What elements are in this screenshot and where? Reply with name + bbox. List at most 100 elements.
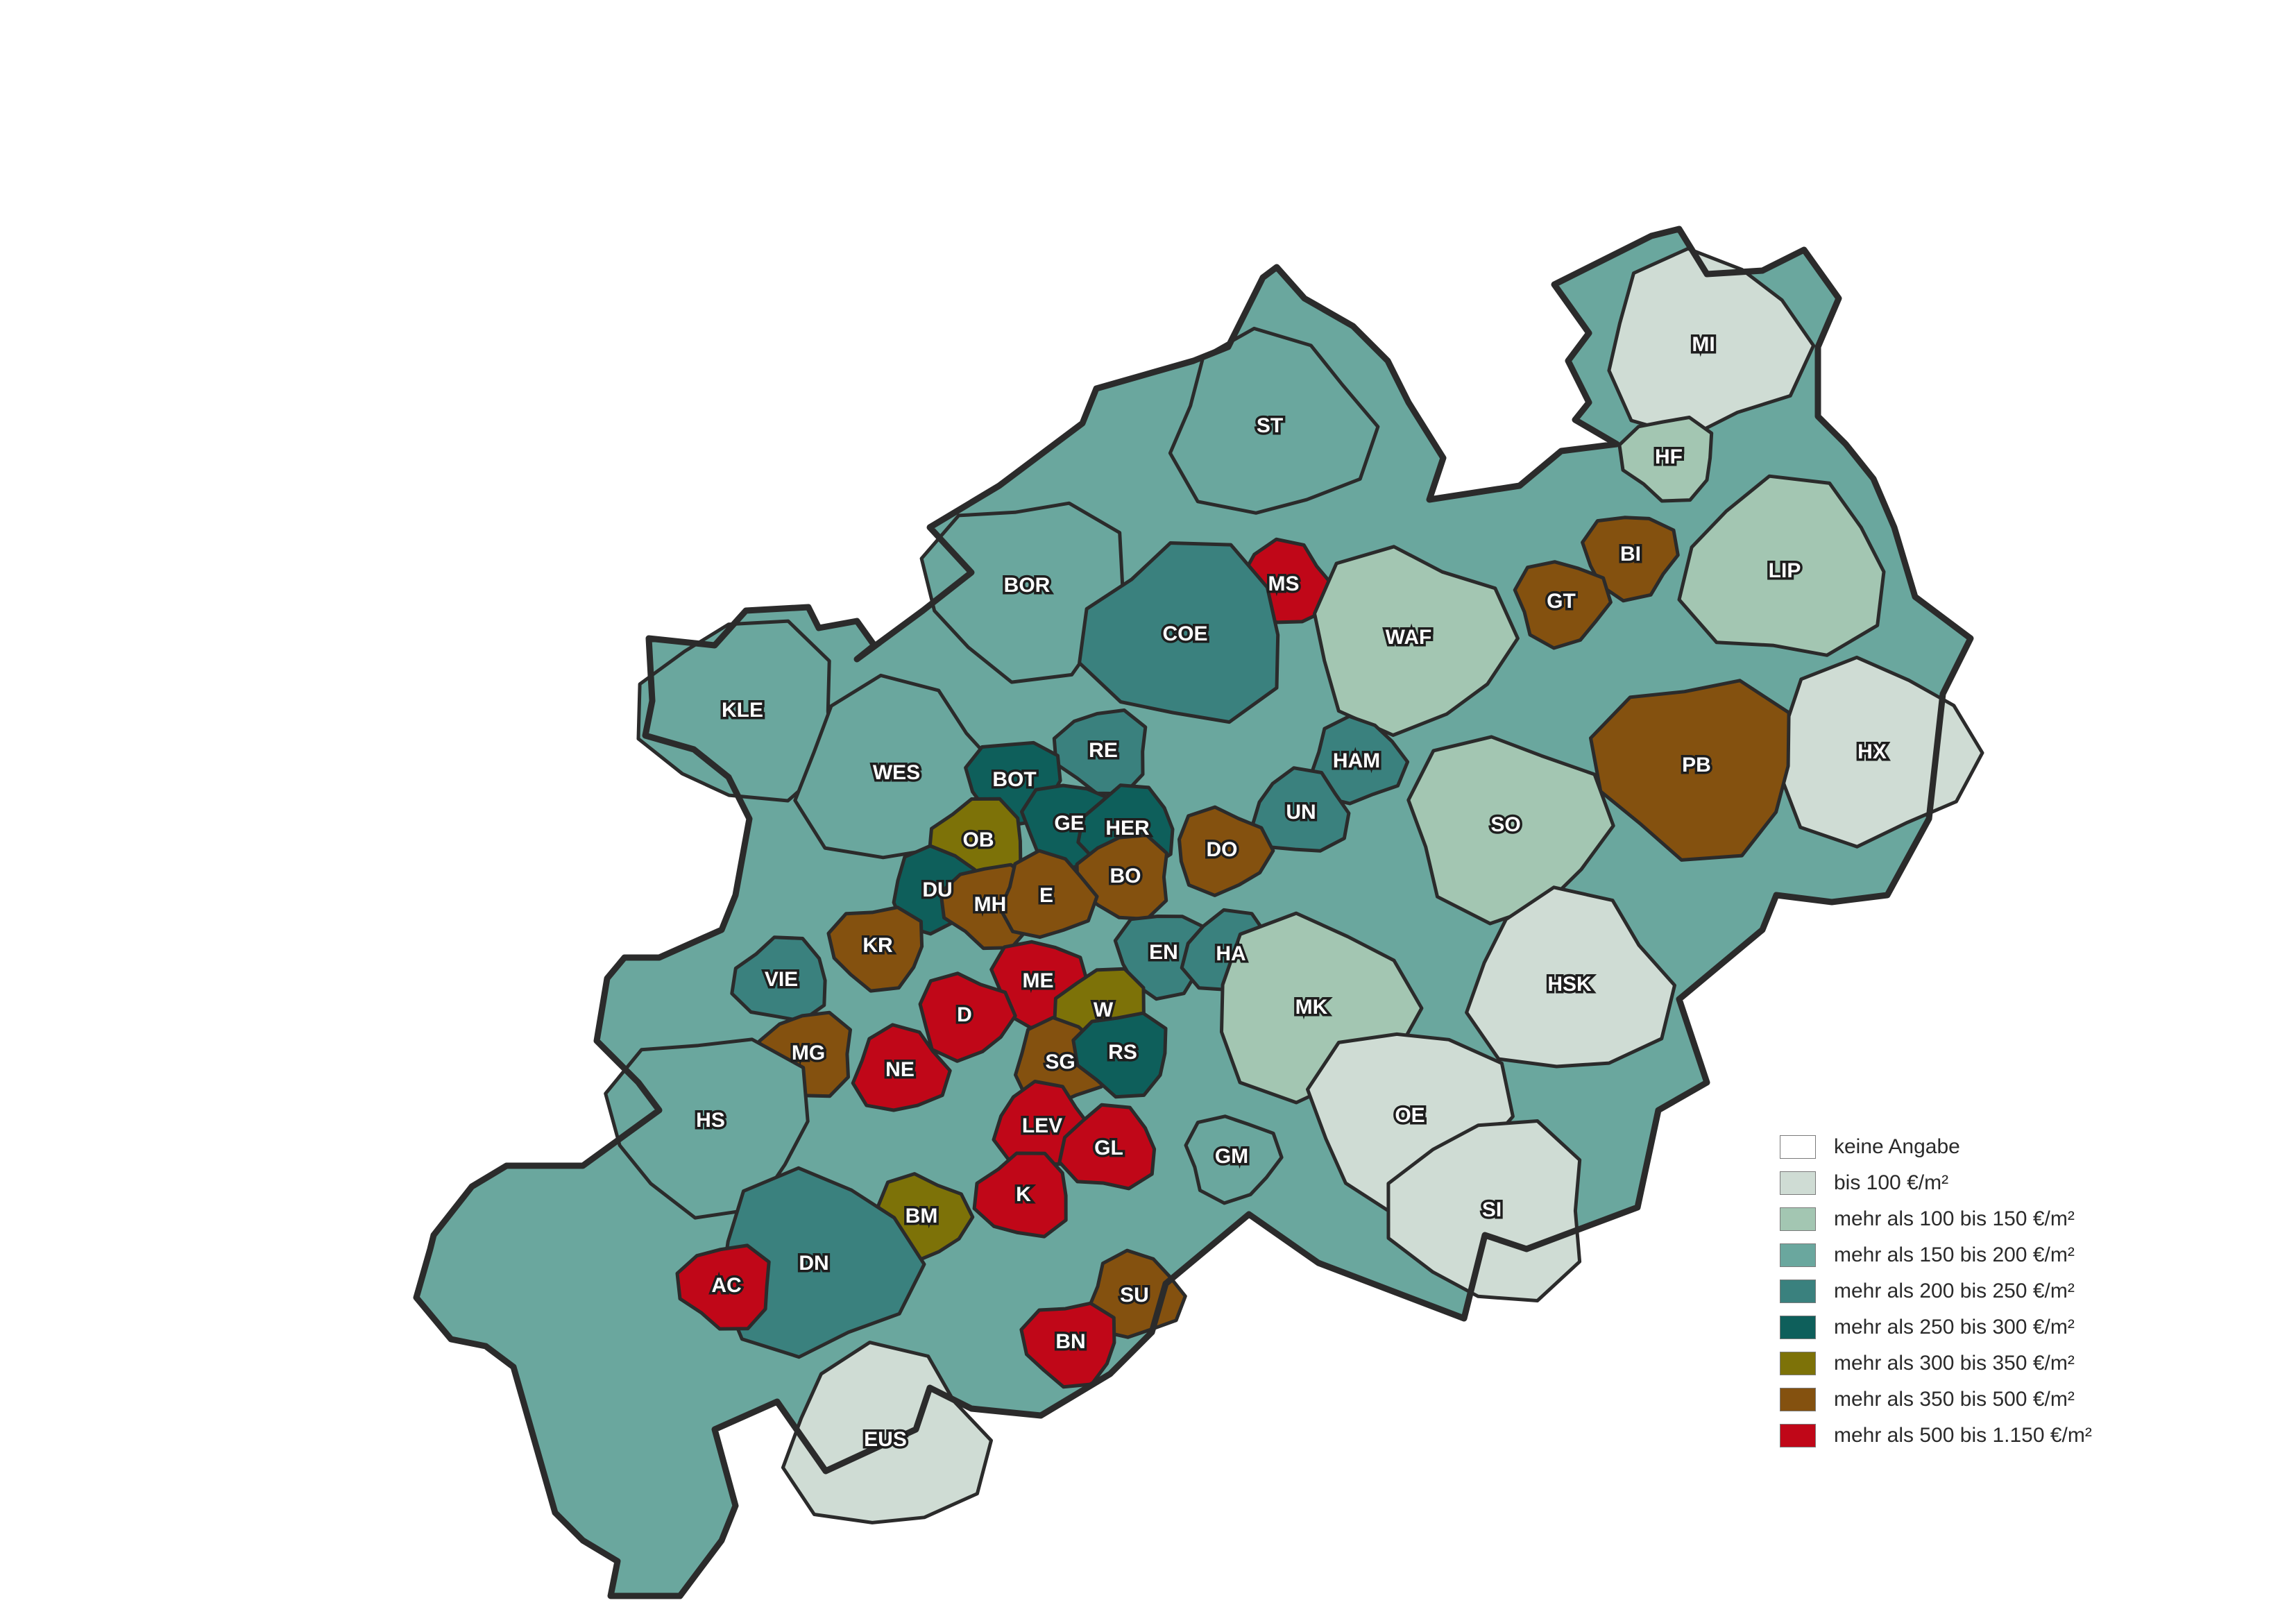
district-label-si: SI: [1482, 1198, 1502, 1221]
legend-item: mehr als 500 bis 1.150 €/m²: [1780, 1418, 2265, 1454]
district-region-waf: [1313, 545, 1520, 737]
district-label-rs: RS: [1108, 1041, 1137, 1064]
district-label-bn: BN: [1055, 1330, 1085, 1353]
district-label-hx: HX: [1857, 740, 1887, 763]
district-label-dn: DN: [799, 1252, 828, 1275]
district-label-oe: OE: [1395, 1104, 1425, 1127]
district-label-vie: VIE: [765, 968, 798, 991]
map-regions: [416, 229, 1984, 1596]
district-label-w: W: [1094, 999, 1114, 1021]
legend-item: mehr als 200 bis 250 €/m²: [1780, 1273, 2265, 1309]
district-label-pb: PB: [1682, 754, 1711, 776]
legend-item: mehr als 100 bis 150 €/m²: [1780, 1201, 2265, 1237]
district-region-ac: [675, 1243, 771, 1331]
district-label-kr: KR: [862, 934, 893, 957]
district-label-eus: EUS: [864, 1428, 907, 1451]
district-label-ge: GE: [1054, 812, 1084, 835]
district-region-gt: [1513, 560, 1613, 650]
district-label-mk: MK: [1295, 996, 1328, 1019]
district-label-kle: KLE: [722, 699, 763, 722]
district-label-re: RE: [1089, 739, 1118, 762]
legend-swatch: [1780, 1280, 1816, 1303]
legend-swatch: [1780, 1171, 1816, 1195]
district-label-du: DU: [922, 878, 952, 901]
district-label-gt: GT: [1547, 590, 1576, 613]
district-region-kr: [826, 906, 924, 993]
district-region-si: [1386, 1119, 1582, 1302]
district-region-ham: [1309, 714, 1410, 806]
district-region-eus: [781, 1341, 993, 1524]
district-region-pb: [1589, 679, 1791, 862]
district-region-hsk: [1465, 885, 1676, 1069]
district-label-hs: HS: [696, 1109, 725, 1132]
legend-label: mehr als 300 bis 350 €/m²: [1834, 1352, 2075, 1375]
legend-swatch: [1780, 1316, 1816, 1339]
district-label-un: UN: [1286, 801, 1316, 824]
district-label-bm: BM: [905, 1205, 938, 1227]
district-labels: MI HF ST BOR MS BI LIP GT COE WAF KLE HX RE HAM PB WES B…: [694, 330, 1889, 1453]
district-label-gm: GM: [1215, 1145, 1248, 1168]
district-label-ob: OB: [963, 829, 994, 851]
district-label-her: HER: [1105, 817, 1150, 840]
district-region-do: [1177, 805, 1275, 897]
legend-label: mehr als 200 bis 250 €/m²: [1834, 1280, 2075, 1302]
legend-label: mehr als 100 bis 150 €/m²: [1834, 1207, 2075, 1230]
district-label-mh: MH: [974, 893, 1007, 916]
legend-label: mehr als 350 bis 500 €/m²: [1834, 1388, 2075, 1411]
district-label-ne: NE: [885, 1058, 915, 1081]
district-region-ne: [851, 1023, 952, 1112]
district-region-e: [998, 849, 1099, 940]
legend-swatch: [1780, 1424, 1816, 1447]
district-label-mi: MI: [1692, 333, 1715, 356]
district-label-d: D: [957, 1003, 972, 1026]
district-label-en: EN: [1149, 941, 1178, 964]
district-region-rs: [1071, 1011, 1168, 1099]
district-region-gl: [1057, 1103, 1157, 1191]
district-label-bor: BOR: [1004, 574, 1051, 597]
district-label-ham: HAM: [1333, 749, 1380, 772]
district-region-un: [1250, 766, 1351, 853]
legend-label: mehr als 150 bis 200 €/m²: [1834, 1243, 2075, 1266]
legend-swatch: [1780, 1207, 1816, 1231]
legend-item: mehr als 150 bis 200 €/m²: [1780, 1237, 2265, 1273]
district-label-bi: BI: [1620, 543, 1641, 566]
district-label-wes: WES: [873, 761, 920, 784]
district-label-sg: SG: [1045, 1051, 1075, 1073]
district-label-gl: GL: [1094, 1137, 1123, 1159]
district-label-coe: COE: [1162, 622, 1207, 645]
district-label-ha: HA: [1216, 942, 1245, 965]
legend-swatch: [1780, 1352, 1816, 1375]
district-region-coe: [1078, 541, 1280, 724]
district-region-bi: [1581, 516, 1680, 603]
legend-item: mehr als 250 bis 300 €/m²: [1780, 1309, 2265, 1345]
legend-item: mehr als 350 bis 500 €/m²: [1780, 1382, 2265, 1418]
district-region-lip: [1677, 474, 1886, 657]
district-label-bo: BO: [1110, 865, 1141, 887]
district-label-so: SO: [1490, 813, 1520, 836]
district-label-bot: BOT: [992, 768, 1036, 791]
district-label-hf: HF: [1655, 445, 1683, 468]
district-region-k: [972, 1151, 1068, 1239]
legend-swatch: [1780, 1388, 1816, 1411]
district-label-st: ST: [1257, 414, 1283, 437]
legend-label: keine Angabe: [1834, 1135, 1960, 1158]
district-label-lev: LEV: [1022, 1114, 1062, 1137]
district-label-e: E: [1039, 884, 1053, 907]
district-label-lip: LIP: [1769, 559, 1801, 582]
legend-label: mehr als 250 bis 300 €/m²: [1834, 1316, 2075, 1339]
district-label-ac: AC: [711, 1274, 741, 1297]
district-region-st: [1168, 326, 1380, 515]
legend-label: bis 100 €/m²: [1834, 1171, 1949, 1194]
state-border: [413, 226, 1974, 1599]
district-label-su: SU: [1120, 1284, 1149, 1307]
district-label-k: K: [1016, 1183, 1031, 1206]
legend-item: bis 100 €/m²: [1780, 1165, 2265, 1201]
legend: keine Angabe bis 100 €/m² mehr als 100 b…: [1780, 1129, 2265, 1454]
district-label-do: DO: [1207, 838, 1238, 861]
district-label-mg: MG: [792, 1042, 825, 1064]
legend-swatch: [1780, 1135, 1816, 1159]
district-region-bor: [919, 501, 1125, 684]
district-region-d: [918, 971, 1017, 1063]
district-region-en: [1113, 915, 1213, 1001]
